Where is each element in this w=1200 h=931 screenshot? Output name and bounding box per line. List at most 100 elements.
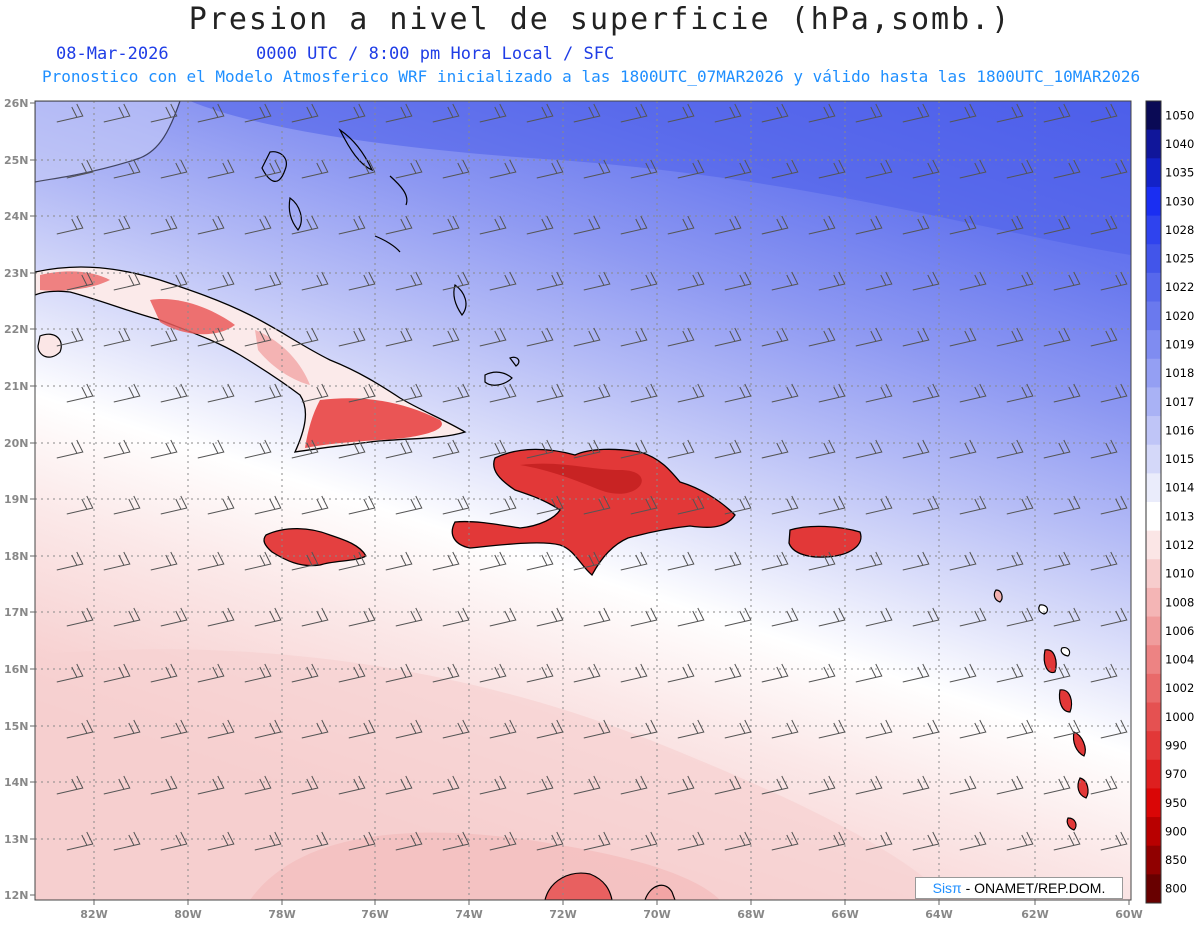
wind-barb — [573, 103, 601, 123]
lat-label: 17N — [4, 606, 29, 619]
lon-label: 66W — [831, 908, 858, 921]
wind-barb — [771, 495, 799, 515]
wind-barb — [573, 439, 601, 459]
wind-barb — [902, 215, 930, 235]
wind-barb — [1100, 271, 1128, 291]
wind-barb — [536, 831, 564, 851]
wind-barb — [620, 775, 648, 795]
wind-barb — [244, 103, 272, 123]
wind-barb — [489, 719, 517, 739]
wind-barb — [395, 831, 423, 851]
wind-barb — [630, 607, 658, 627]
wind-barb — [583, 271, 611, 291]
wind-barb — [160, 831, 188, 851]
wind-barb — [348, 719, 376, 739]
chart-title: Presion a nivel de superficie (hPa,somb.… — [188, 2, 1012, 37]
wind-barb — [1053, 831, 1081, 851]
wind-barb — [103, 775, 131, 795]
wind-barb — [620, 327, 648, 347]
wind-barb — [583, 831, 611, 851]
colorbar-label: 800 — [1165, 882, 1187, 896]
wind-barb — [865, 831, 893, 851]
wind-barb — [808, 551, 836, 571]
wind-barb — [630, 271, 658, 291]
wind-barb — [150, 327, 178, 347]
wind-barb — [395, 159, 423, 179]
wind-barb — [1053, 159, 1081, 179]
wind-barb — [808, 103, 836, 123]
wind-barb — [667, 215, 695, 235]
wind-barb — [301, 495, 329, 515]
wind-barb — [291, 215, 319, 235]
wind-barb — [244, 439, 272, 459]
wind-barb — [291, 551, 319, 571]
wind-barb — [959, 719, 987, 739]
wind-barb — [207, 719, 235, 739]
lat-label: 13N — [4, 833, 29, 846]
wind-barb — [818, 159, 846, 179]
wind-barb — [959, 607, 987, 627]
lat-label: 14N — [4, 776, 29, 789]
colorbar-label: 1014 — [1165, 481, 1194, 495]
wind-barb — [442, 719, 470, 739]
wind-barb — [197, 663, 225, 683]
wind-barb — [254, 607, 282, 627]
wind-barb — [959, 383, 987, 403]
wind-barb — [667, 663, 695, 683]
wind-barb — [620, 551, 648, 571]
wind-barb — [301, 719, 329, 739]
colorbar-swatch — [1146, 587, 1161, 618]
wind-barb — [442, 159, 470, 179]
wind-barb — [912, 495, 940, 515]
wind-barb — [1100, 719, 1128, 739]
colorbar-swatch — [1146, 502, 1161, 532]
colorbar-label: 1028 — [1165, 223, 1194, 237]
wind-barb — [197, 103, 225, 123]
wind-barb — [630, 495, 658, 515]
wind-barb — [385, 663, 413, 683]
wind-barb — [113, 159, 141, 179]
colorbar-swatch — [1146, 817, 1161, 847]
wind-barb — [526, 215, 554, 235]
pressure-colorbar: 1050 1040 1035 1030 1028 1025 1022 1020 1019 1018… — [1145, 100, 1194, 904]
wind-barb — [385, 439, 413, 459]
wind-barb — [1006, 159, 1034, 179]
wind-barb — [761, 775, 789, 795]
colorbar-swatch — [1146, 845, 1161, 875]
lat-label: 18N — [4, 550, 29, 563]
colorbar-swatch — [1146, 616, 1161, 646]
colorbar-swatch — [1146, 559, 1161, 589]
wind-barb — [1100, 495, 1128, 515]
wind-barb — [902, 775, 930, 795]
wind-barb — [620, 663, 648, 683]
wind-barb — [432, 327, 460, 347]
colorbar-label: 1020 — [1165, 309, 1194, 323]
wind-barb — [197, 439, 225, 459]
wind-barb — [1053, 383, 1081, 403]
wind-barb — [677, 383, 705, 403]
wind-barb — [1090, 663, 1118, 683]
wind-barb — [536, 383, 564, 403]
wind-barb — [150, 663, 178, 683]
time-info: 0000 UTC / 8:00 pm Hora Local / SFC — [256, 44, 615, 64]
colorbar-swatch — [1146, 244, 1161, 274]
wind-barb — [66, 159, 94, 179]
wind-barb — [338, 439, 366, 459]
wind-barb — [677, 831, 705, 851]
wind-barb — [301, 159, 329, 179]
wind-barb — [855, 327, 883, 347]
wind-barb — [526, 775, 554, 795]
wind-barb — [442, 607, 470, 627]
colorbar-swatch — [1146, 215, 1161, 245]
colorbar-label: 1019 — [1165, 337, 1194, 351]
lon-label: 80W — [174, 908, 201, 921]
wind-barb — [573, 327, 601, 347]
wind-barb — [1090, 439, 1118, 459]
colorbar-label: 990 — [1165, 738, 1187, 752]
wind-barb — [1053, 495, 1081, 515]
wind-barb — [385, 103, 413, 123]
wind-barb — [150, 439, 178, 459]
wind-barb — [207, 271, 235, 291]
wind-barb — [949, 551, 977, 571]
